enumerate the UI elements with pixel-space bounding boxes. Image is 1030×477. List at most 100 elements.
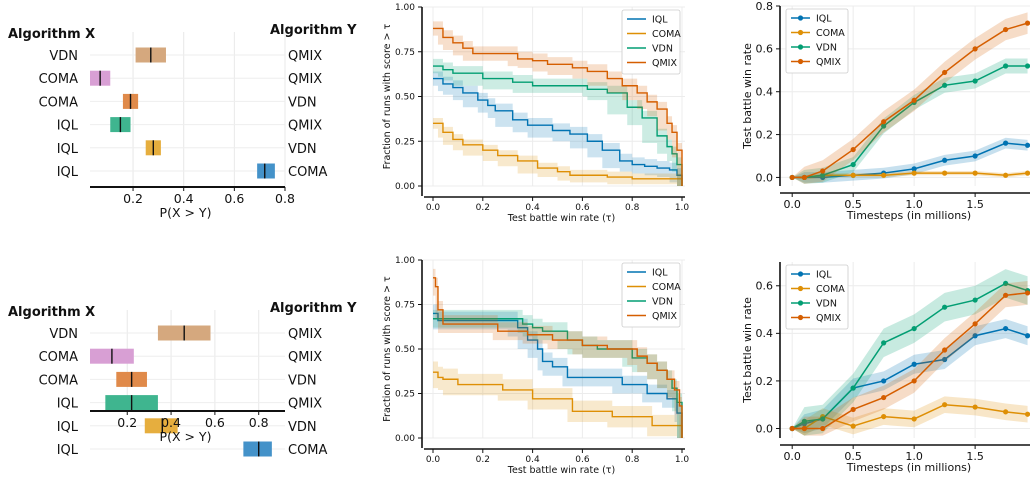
data-point-vdn — [881, 340, 887, 346]
row-label-y: COMA — [288, 443, 328, 458]
x-tick-label: 0.2 — [117, 415, 137, 430]
series-line-coma — [792, 403, 1028, 430]
legend-label-iql: IQL — [652, 267, 668, 278]
data-point-vdn — [1003, 280, 1009, 287]
series-line-qmix — [433, 27, 683, 186]
confidence-band-vdn — [433, 58, 682, 186]
row-label-y: VDN — [288, 420, 317, 435]
y-tick-label: 1.00 — [395, 256, 415, 266]
data-point-iql — [1024, 333, 1030, 339]
legend-label-vdn: VDN — [816, 298, 837, 309]
y-tick-label: 0.25 — [395, 390, 415, 400]
y-axis-label: Test battle win rate — [741, 297, 754, 404]
x-tick-label: 0.4 — [525, 455, 540, 465]
legend-box — [621, 9, 681, 75]
y-tick-label: 0.0 — [756, 171, 774, 184]
x-tick-label: 0.6 — [224, 191, 244, 206]
x-tick-label: 0.4 — [161, 415, 181, 430]
row-label-x: COMA — [39, 72, 79, 87]
data-point-coma — [881, 413, 887, 420]
row-label-x: IQL — [57, 420, 79, 435]
data-point-coma — [911, 170, 917, 176]
y-axis-label: Fraction of runs with score > τ — [382, 276, 393, 422]
row-label-x: VDN — [49, 49, 78, 64]
data-point-coma — [1024, 170, 1030, 176]
data-point-vdn — [942, 304, 948, 310]
data-point-qmix — [801, 425, 807, 432]
data-point-coma — [881, 172, 887, 178]
x-tick-label: 0.8 — [625, 455, 640, 465]
data-point-vdn — [850, 161, 856, 168]
legend-label-iql: IQL — [652, 14, 668, 25]
x-tick-label: 1.5 — [966, 198, 984, 211]
series-line-iql — [792, 142, 1028, 179]
header-algorithm-x: Algorithm X — [8, 305, 95, 320]
data-point-iql — [972, 153, 978, 159]
data-point-iql — [1024, 142, 1030, 148]
x-tick-label: 0.8 — [625, 203, 640, 213]
data-point-qmix — [820, 425, 826, 432]
series-line-iql — [433, 77, 683, 186]
row-label-y: VDN — [288, 95, 317, 110]
legend-label-coma: COMA — [816, 284, 845, 295]
data-point-qmix — [911, 378, 917, 384]
y-tick-label: 0.25 — [395, 137, 415, 147]
legend-label-qmix: QMIX — [816, 313, 841, 324]
x-tick-label: 0.4 — [525, 203, 540, 213]
y-tick-label: 0.50 — [395, 345, 415, 355]
data-point-coma — [1003, 409, 1009, 415]
legend-box — [621, 262, 681, 328]
x-axis-label: P(X > Y) — [160, 205, 212, 220]
data-point-qmix — [942, 347, 948, 353]
y-tick-label: 0.6 — [756, 43, 774, 56]
series-line-vdn — [433, 65, 683, 186]
legend-marker — [797, 285, 804, 292]
data-point-qmix — [911, 97, 917, 103]
data-point-qmix — [881, 119, 887, 125]
row-label-y: VDN — [288, 373, 317, 388]
row-label-y: QMIX — [288, 397, 322, 412]
data-point-iql — [1003, 325, 1009, 332]
x-tick-label: 1.0 — [905, 198, 923, 211]
data-point-qmix — [850, 146, 856, 153]
confidence-band-qmix — [433, 21, 682, 186]
row-label-y: COMA — [288, 165, 328, 180]
confidence-band-vdn — [433, 309, 682, 438]
row-label-y: QMIX — [288, 72, 322, 87]
x-tick-label: 0.0 — [783, 450, 801, 463]
x-tick-label: 0.6 — [575, 203, 590, 213]
data-point-iql — [881, 378, 887, 384]
confidence-band-coma — [433, 361, 682, 438]
data-point-qmix — [850, 406, 856, 413]
data-point-iql — [942, 356, 948, 363]
panel-bottom-probability-of-improvement: Algorithm X Algorithm Y VDN QMIX COMA QMIX COM… — [8, 301, 357, 458]
x-axis-label: Timesteps (in millions) — [846, 209, 971, 222]
data-point-coma — [972, 404, 978, 410]
x-tick-label: 0.5 — [844, 198, 862, 211]
x-tick-label: 0.0 — [426, 455, 441, 465]
data-point-qmix — [972, 321, 978, 327]
data-point-qmix — [881, 394, 887, 401]
interval-bar-iql-vs-vdn — [144, 418, 178, 434]
y-tick-label: 0.0 — [756, 422, 774, 435]
legend-box — [785, 8, 849, 74]
series-line-coma — [433, 122, 683, 186]
data-point-vdn — [911, 325, 917, 332]
legend-marker — [797, 58, 804, 65]
legend-label-coma: COMA — [652, 282, 681, 293]
x-tick-label: 0.4 — [174, 191, 194, 206]
legend-label-iql: IQL — [816, 269, 832, 280]
legend-label-qmix: QMIX — [816, 57, 841, 68]
confidence-band-iql — [792, 319, 1028, 434]
data-point-iql — [942, 157, 948, 163]
x-tick-label: 1.0 — [675, 455, 690, 465]
data-point-vdn — [801, 418, 807, 424]
y-axis-label: Test battle win rate — [741, 43, 754, 150]
legend-marker — [797, 15, 804, 21]
confidence-band-iql — [433, 304, 682, 438]
confidence-band-qmix — [792, 281, 1028, 436]
data-point-iql — [911, 166, 917, 172]
legend-label-qmix: QMIX — [652, 311, 677, 322]
data-point-vdn — [820, 416, 826, 422]
